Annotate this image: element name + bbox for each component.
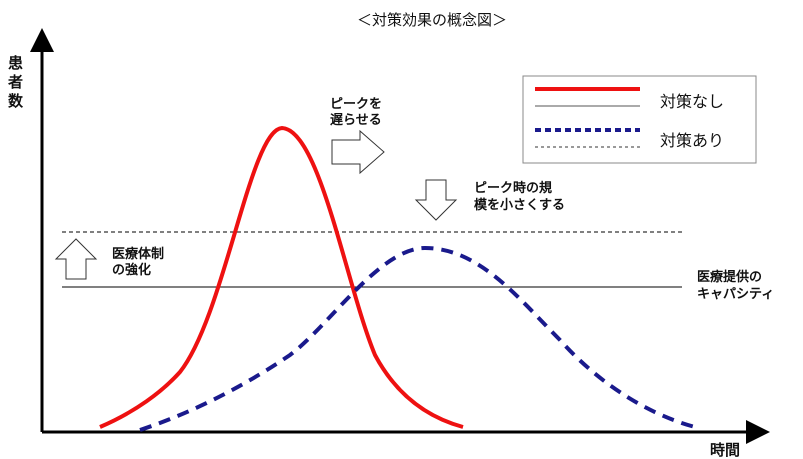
y-axis-label-char-2: 者 — [8, 73, 23, 91]
no-measures-curve — [99, 125, 464, 429]
strengthen-care-line-2: の強化 — [112, 262, 151, 278]
delay-peak-line-2: 遅らせる — [330, 113, 382, 128]
legend-no-measures-label: 対策なし — [660, 92, 724, 111]
y-axis-label-char-1: 患 — [8, 54, 23, 72]
reduce-peak-line-1: ピーク時の規 — [474, 180, 552, 196]
strengthen-care-line-1: 医療体制 — [112, 246, 164, 262]
reduce-peak-line-2: 模を小さくする — [474, 197, 565, 213]
up-arrow-icon — [54, 238, 98, 280]
legend-with-measures-label: 対策あり — [660, 131, 724, 150]
y-axis-label-char-3: 数 — [8, 92, 24, 110]
down-arrow-icon — [414, 179, 458, 221]
delay-peak-line-1: ピークを — [330, 97, 382, 112]
diagram-title: ＜対策効果の概念図＞ — [357, 11, 507, 29]
right-arrow-icon — [331, 129, 385, 175]
x-axis-label: 時間 — [710, 441, 740, 459]
capacity-label-line-1: 医療提供の — [697, 269, 762, 285]
with-measures-curve — [139, 245, 696, 432]
capacity-label-line-2: キャパシティ — [697, 287, 774, 302]
